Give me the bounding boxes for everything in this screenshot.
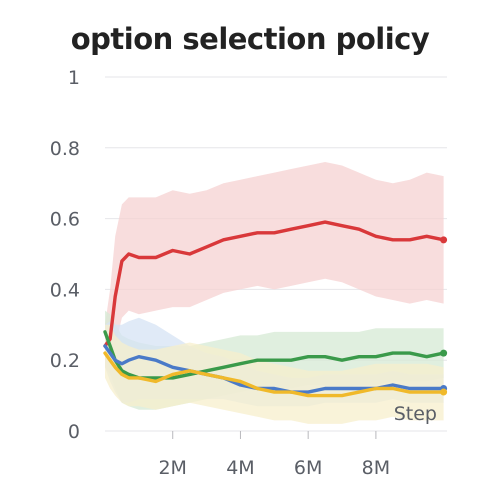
x-tick-label: 4M bbox=[226, 457, 254, 479]
series-end-point bbox=[440, 349, 448, 357]
x-tick-label: 6M bbox=[294, 457, 322, 479]
series-end-point bbox=[440, 388, 448, 396]
series-lines bbox=[103, 220, 448, 398]
y-tick-label: 0.4 bbox=[50, 279, 80, 301]
axis-ticks: 0 0.2 0.4 0.6 0.8 1 2M 4M 6M 8M bbox=[50, 67, 390, 479]
series-line bbox=[103, 330, 446, 380]
series-line bbox=[103, 220, 446, 348]
x-tick-label: 8M bbox=[362, 457, 390, 479]
y-tick-label: 0.8 bbox=[50, 138, 80, 160]
series-band bbox=[105, 324, 444, 424]
y-tick-label: 0.6 bbox=[50, 209, 80, 231]
y-tick-label: 0 bbox=[68, 421, 80, 443]
series-end-point bbox=[440, 236, 448, 244]
x-axis-label: Step bbox=[394, 403, 437, 425]
y-tick-label: 0.2 bbox=[50, 350, 80, 372]
series-band bbox=[105, 162, 444, 375]
x-tick-label: 2M bbox=[158, 457, 186, 479]
y-tick-label: 1 bbox=[68, 67, 80, 89]
series-line bbox=[103, 351, 446, 398]
chart-title: option selection policy bbox=[70, 22, 430, 56]
